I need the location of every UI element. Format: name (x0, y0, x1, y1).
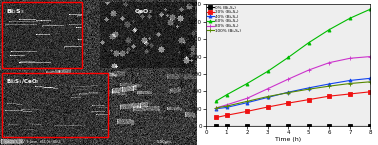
20% (Bi₂S₃) (214, 117, 218, 118)
Text: Bi$_2$S$_3$/CeO$_2$: Bi$_2$S$_3$/CeO$_2$ (6, 77, 40, 86)
0% (Bi₂S₃) (327, 125, 332, 127)
0% (Bi₂S₃) (224, 125, 229, 127)
Text: 5.00μm: 5.00μm (157, 139, 172, 144)
60% (Bi₂S₃) (286, 57, 291, 58)
20% (Bi₂S₃) (327, 95, 332, 97)
40% (Bi₂S₃) (286, 91, 291, 93)
Legend: 0% (Bi₂S₃), 20% (Bi₂S₃), 40% (Bi₂S₃), 60% (Bi₂S₃), 80% (Bi₂S₃), 100% (Bi₂S₃): 0% (Bi₂S₃), 20% (Bi₂S₃), 40% (Bi₂S₃), 60… (206, 5, 242, 33)
Line: 40% (Bi₂S₃): 40% (Bi₂S₃) (215, 77, 372, 110)
60% (Bi₂S₃) (348, 17, 352, 19)
20% (Bi₂S₃) (265, 106, 270, 108)
80% (Bi₂S₃) (224, 104, 229, 106)
100% (Bi₂S₃) (286, 92, 291, 94)
0% (Bi₂S₃) (368, 125, 373, 127)
20% (Bi₂S₃) (368, 91, 373, 93)
80% (Bi₂S₃) (348, 57, 352, 59)
60% (Bi₂S₃) (245, 83, 249, 84)
0% (Bi₂S₃) (348, 125, 352, 127)
40% (Bi₂S₃) (307, 87, 311, 89)
Bar (2, 73, 108, 137)
20% (Bi₂S₃) (224, 114, 229, 116)
40% (Bi₂S₃) (327, 83, 332, 85)
100% (Bi₂S₃) (245, 100, 249, 102)
0% (Bi₂S₃) (245, 125, 249, 127)
20% (Bi₂S₃) (286, 102, 291, 104)
40% (Bi₂S₃) (265, 97, 270, 98)
Y-axis label: CH₃OH (μmol/g): CH₃OH (μmol/g) (181, 43, 186, 87)
X-axis label: Time (h): Time (h) (275, 137, 301, 142)
Line: 80% (Bi₂S₃): 80% (Bi₂S₃) (215, 55, 372, 109)
100% (Bi₂S₃) (348, 83, 352, 84)
0% (Bi₂S₃) (265, 125, 270, 127)
100% (Bi₂S₃) (214, 107, 218, 109)
100% (Bi₂S₃) (265, 96, 270, 97)
80% (Bi₂S₃) (286, 78, 291, 80)
Line: 60% (Bi₂S₃): 60% (Bi₂S₃) (215, 8, 372, 103)
Line: 100% (Bi₂S₃): 100% (Bi₂S₃) (215, 80, 372, 109)
80% (Bi₂S₃) (265, 88, 270, 90)
20% (Bi₂S₃) (348, 93, 352, 95)
20% (Bi₂S₃) (307, 99, 311, 100)
80% (Bi₂S₃) (214, 107, 218, 109)
Text: S4800  5.0kV  9.1mm  ×11.0k  SE(U): S4800 5.0kV 9.1mm ×11.0k SE(U) (4, 139, 60, 144)
Bar (2, 2, 82, 68)
100% (Bi₂S₃) (327, 85, 332, 87)
80% (Bi₂S₃) (245, 97, 249, 99)
Text: Bi$_2$S$_3$: Bi$_2$S$_3$ (6, 7, 25, 16)
60% (Bi₂S₃) (224, 94, 229, 96)
Text: CeO$_2$: CeO$_2$ (134, 7, 152, 16)
Line: 0% (Bi₂S₃): 0% (Bi₂S₃) (215, 125, 372, 128)
80% (Bi₂S₃) (307, 69, 311, 71)
0% (Bi₂S₃) (307, 125, 311, 127)
60% (Bi₂S₃) (265, 70, 270, 72)
40% (Bi₂S₃) (214, 108, 218, 110)
80% (Bi₂S₃) (368, 56, 373, 57)
Line: 20% (Bi₂S₃): 20% (Bi₂S₃) (215, 90, 372, 119)
80% (Bi₂S₃) (327, 62, 332, 64)
100% (Bi₂S₃) (368, 81, 373, 83)
40% (Bi₂S₃) (368, 77, 373, 79)
40% (Bi₂S₃) (348, 80, 352, 81)
60% (Bi₂S₃) (368, 8, 373, 10)
40% (Bi₂S₃) (245, 102, 249, 104)
60% (Bi₂S₃) (214, 100, 218, 102)
40% (Bi₂S₃) (224, 107, 229, 108)
60% (Bi₂S₃) (307, 42, 311, 44)
0% (Bi₂S₃) (286, 125, 291, 127)
60% (Bi₂S₃) (327, 29, 332, 30)
100% (Bi₂S₃) (224, 105, 229, 107)
20% (Bi₂S₃) (245, 110, 249, 112)
100% (Bi₂S₃) (307, 88, 311, 90)
0% (Bi₂S₃) (214, 125, 218, 127)
